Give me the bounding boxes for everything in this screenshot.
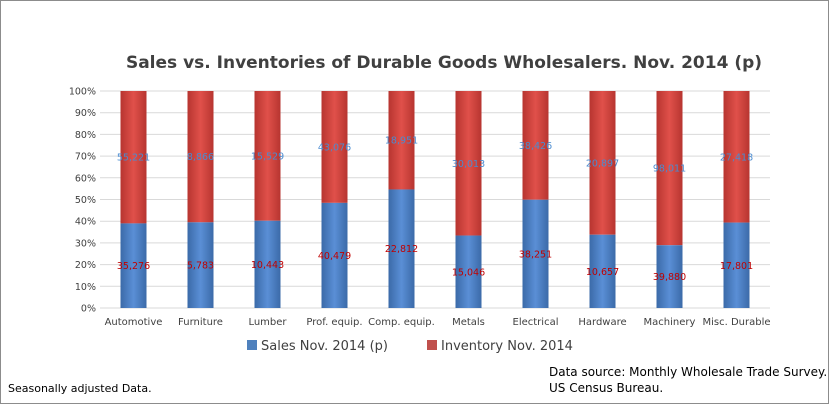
bar-inventory — [589, 91, 616, 235]
bar-sales — [723, 222, 750, 308]
bar-sales — [187, 222, 214, 308]
x-category-label: Hardware — [578, 317, 626, 328]
data-label-inventory: 98,011 — [653, 164, 686, 175]
chart-title: Sales vs. Inventories of Durable Goods W… — [126, 53, 762, 73]
y-tick-label: 20% — [75, 260, 96, 271]
legend-label-sales: Sales Nov. 2014 (p) — [261, 339, 388, 354]
x-category-label: Machinery — [644, 317, 696, 328]
x-category-label: Comp. equip. — [368, 317, 435, 328]
y-tick-label: 100% — [69, 87, 96, 98]
y-tick-label: 80% — [75, 130, 96, 141]
bar-inventory — [522, 91, 549, 200]
source-line-1: Data source: Monthly Wholesale Trade Sur… — [549, 365, 828, 379]
x-category-label: Electrical — [513, 317, 559, 328]
y-tick-label: 10% — [75, 282, 96, 293]
bar-inventory — [723, 91, 750, 223]
bar-inventory — [187, 91, 214, 223]
bar-inventory — [656, 91, 683, 246]
data-label-inventory: 20,897 — [586, 158, 619, 169]
bar-inventory — [388, 91, 415, 190]
y-tick-label: 50% — [75, 195, 96, 206]
y-tick-label: 40% — [75, 217, 96, 228]
data-label-inventory: 8,866 — [187, 152, 214, 163]
bar-inventory — [455, 91, 482, 236]
data-label-inventory: 55,221 — [117, 153, 150, 164]
x-category-label: Misc. Durable — [702, 317, 770, 328]
bars — [120, 91, 750, 308]
bar-sales — [522, 199, 549, 308]
y-tick-label: 90% — [75, 108, 96, 119]
data-label-sales: 39,880 — [653, 272, 686, 283]
data-label-sales: 5,783 — [187, 261, 214, 272]
y-tick-label: 60% — [75, 173, 96, 184]
legend-swatch-inventory — [427, 340, 437, 350]
x-category-label: Furniture — [178, 317, 223, 328]
bar-sales — [455, 235, 482, 308]
data-label-sales: 10,657 — [586, 267, 619, 278]
x-category-label: Lumber — [248, 317, 287, 328]
x-category-label: Automotive — [105, 317, 163, 328]
data-label-inventory: 30,013 — [452, 159, 485, 170]
data-label-sales: 38,251 — [519, 249, 552, 260]
data-label-sales: 10,443 — [251, 260, 284, 271]
data-label-inventory: 27,418 — [720, 152, 753, 163]
data-label-inventory: 38,426 — [519, 141, 552, 152]
y-axis-ticks: 0% 10% 20% 30% 40% 50% 60% 70% 80% 90% 100% — [69, 87, 96, 315]
data-label-sales: 22,812 — [385, 244, 418, 255]
bar-sales — [321, 202, 348, 308]
bar-sales — [656, 245, 683, 308]
y-tick-label: 0% — [81, 304, 96, 315]
x-category-label: Metals — [452, 317, 485, 328]
data-label-sales: 15,046 — [452, 267, 485, 278]
bar-sales — [589, 234, 616, 308]
legend: Sales Nov. 2014 (p) Inventory Nov. 2014 — [247, 339, 573, 354]
legend-swatch-sales — [247, 340, 257, 350]
data-label-inventory: 15,529 — [251, 151, 284, 162]
source-line-2: US Census Bureau. — [549, 381, 664, 395]
bar-sales — [120, 223, 147, 308]
data-label-sales: 17,801 — [720, 261, 753, 272]
data-label-inventory: 43,076 — [318, 142, 351, 153]
data-labels: 35,276 55,221 5,783 8,866 10,443 15,529 40,479… — [117, 136, 753, 283]
x-category-label: Prof. equip. — [306, 317, 362, 328]
bar-inventory — [321, 91, 348, 203]
bar-inventory — [120, 91, 147, 224]
data-label-inventory: 18,951 — [385, 136, 418, 147]
data-label-sales: 40,479 — [318, 251, 351, 262]
data-label-sales: 35,276 — [117, 261, 150, 272]
legend-label-inventory: Inventory Nov. 2014 — [441, 339, 573, 354]
bar-sales — [254, 220, 281, 308]
bar-sales — [388, 189, 415, 308]
bar-inventory — [254, 91, 281, 221]
seasonal-note: Seasonally adjusted Data. — [8, 382, 152, 395]
x-axis-categories: Automotive Furniture Lumber Prof. equip. Com… — [105, 317, 771, 328]
y-tick-label: 30% — [75, 238, 96, 249]
y-tick-label: 70% — [75, 152, 96, 163]
